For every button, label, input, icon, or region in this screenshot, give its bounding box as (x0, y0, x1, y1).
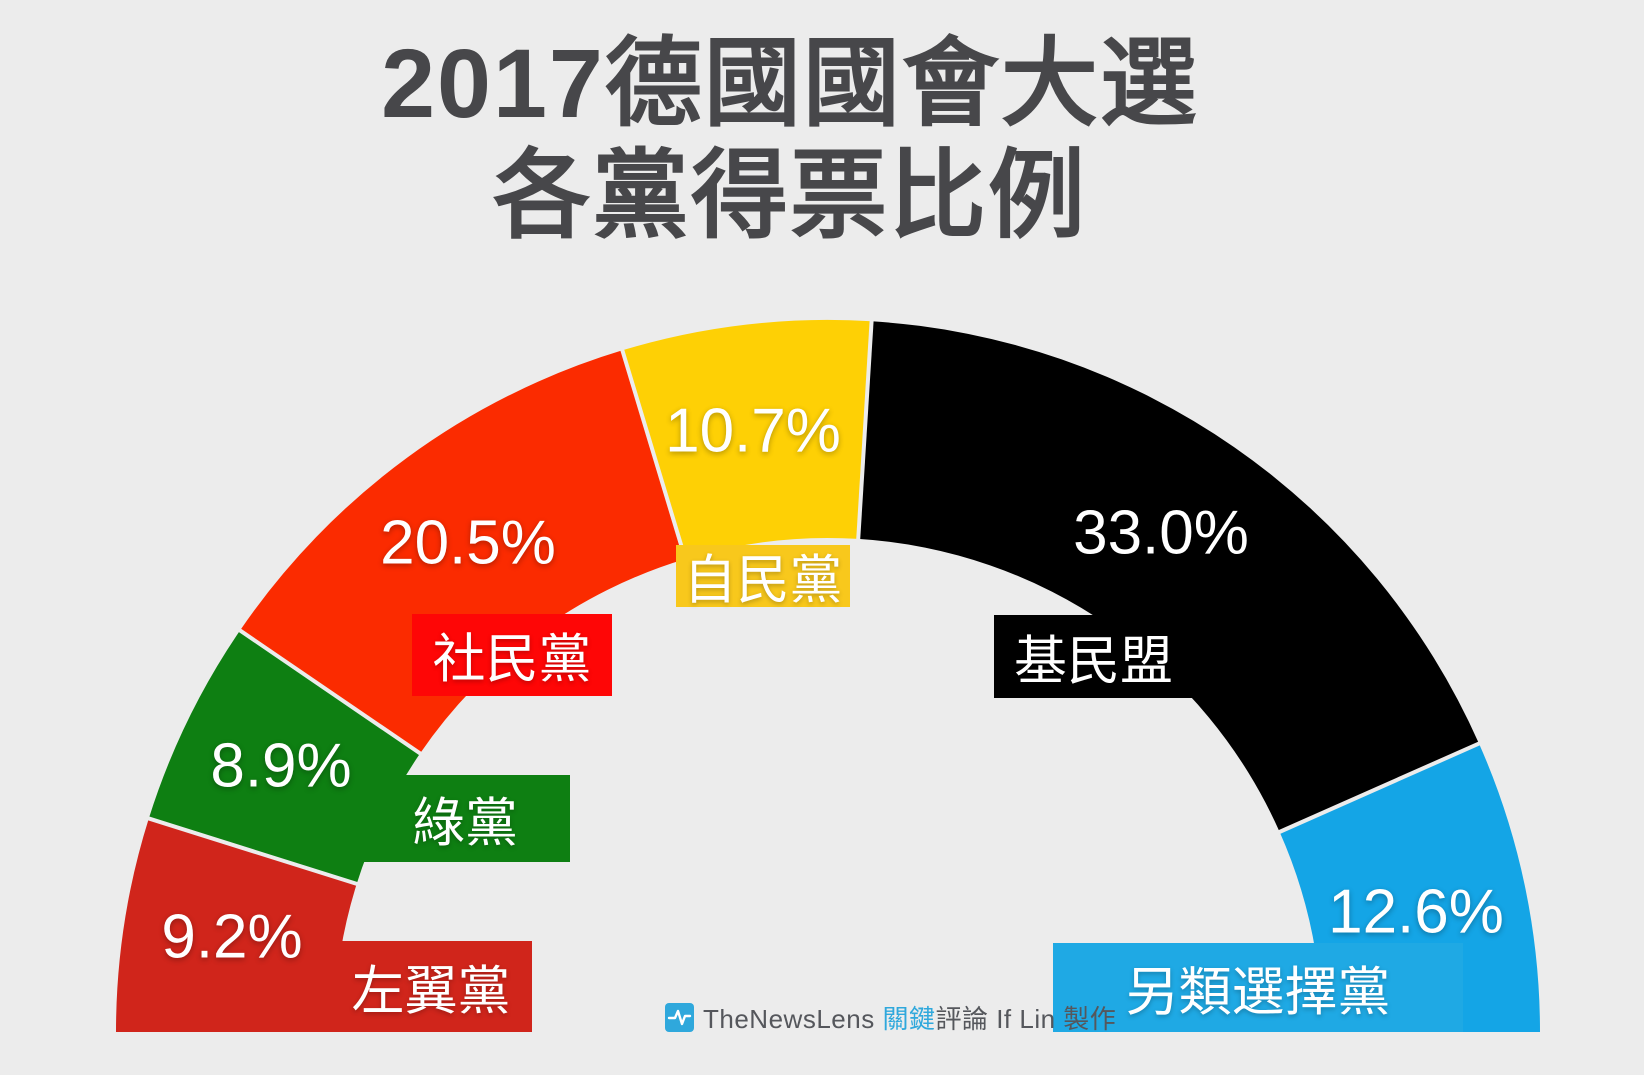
pct-label-afd: 12.6% (1328, 877, 1504, 947)
segment-separator (1271, 738, 1488, 837)
pulse-waveform-icon (665, 1002, 694, 1032)
wedge-segment-3 (622, 319, 872, 559)
segment-separator (232, 624, 428, 760)
label-box-fdp: 自民黨 (676, 545, 850, 610)
pct-label-fdp: 10.7% (665, 396, 841, 466)
brand-cjk-rest: 評論 (935, 1003, 989, 1034)
segment-separator (140, 814, 365, 889)
label-box-linke: 左翼黨 (330, 941, 532, 1032)
pct-label-linke: 9.2% (161, 902, 303, 972)
party-name-fdp: 自民黨 (683, 551, 843, 610)
brand-text: TheNewsLens 關鍵評論 If Lin 製作 (703, 999, 1116, 1036)
chart-title-line1: 2017德國國會大選 (381, 29, 1199, 138)
credit-text: If Lin 製作 (996, 1003, 1117, 1034)
segment-separators (140, 313, 1488, 889)
wedge-segment-1 (148, 630, 421, 884)
segment-separator (855, 313, 875, 548)
chart-title: 2017德國國會大選 各黨得票比例 (0, 28, 1580, 251)
chart-title-line2: 各黨得票比例 (493, 140, 1087, 250)
wedge-segment-4 (858, 321, 1479, 832)
label-box-spd: 社民黨 (412, 614, 612, 696)
brand-cjk-highlight: 關鍵 (882, 1003, 936, 1034)
pct-label-cdu: 33.0% (1073, 498, 1249, 568)
party-name-spd: 社民黨 (432, 630, 592, 689)
source-credit: TheNewsLens 關鍵評論 If Lin 製作 (665, 1000, 1116, 1034)
pct-label-spd: 20.5% (380, 508, 556, 578)
party-name-cdu: 基民盟 (1014, 631, 1173, 691)
wedge-segment-2 (240, 350, 686, 754)
label-box-greens: 綠黨 (360, 775, 570, 862)
wedge-segment-0 (116, 818, 357, 1032)
segment-separator (618, 342, 690, 568)
party-name-afd: 另類選擇黨 (1125, 962, 1391, 1022)
label-box-afd: 另類選擇黨 (1053, 943, 1463, 1032)
pct-label-greens: 8.9% (210, 731, 352, 801)
party-name-greens: 綠黨 (412, 793, 518, 853)
party-name-linke: 左翼黨 (351, 961, 511, 1021)
label-box-cdu: 基民盟 (994, 615, 1193, 698)
brand-name: TheNewsLens (703, 1003, 875, 1034)
